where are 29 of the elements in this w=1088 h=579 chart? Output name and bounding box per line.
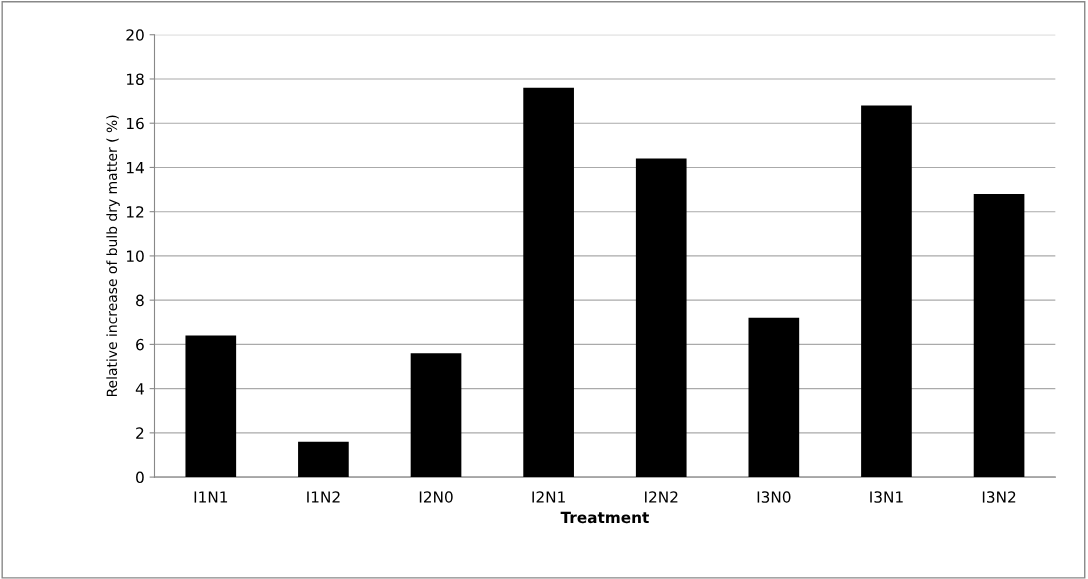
bar bbox=[748, 317, 800, 478]
y-tick-label: 6 bbox=[136, 338, 144, 351]
bar bbox=[973, 193, 1025, 478]
y-tick-label: 8 bbox=[136, 294, 144, 307]
y-tick-label: 14 bbox=[127, 162, 144, 174]
y-tick-label: 2 bbox=[136, 427, 144, 439]
x-tick-label: I3N2 bbox=[982, 491, 1016, 503]
x-tick-label: I1N1 bbox=[194, 491, 228, 503]
x-tick-label: I3N0 bbox=[757, 491, 791, 503]
y-tick-label: 10 bbox=[127, 250, 144, 262]
bar bbox=[861, 105, 912, 478]
bar bbox=[185, 335, 237, 478]
y-tick-label: 16 bbox=[127, 117, 144, 130]
bar bbox=[635, 158, 687, 478]
y-tick-label: 0 bbox=[136, 471, 144, 484]
y-tick-label: 20 bbox=[126, 29, 144, 41]
x-tick-label: I2N1 bbox=[532, 491, 565, 503]
y-axis-title: Relative increase of bulb dry matter ( %) bbox=[106, 115, 120, 397]
x-axis-title: Treatment bbox=[560, 511, 649, 524]
x-tick-label: I2N2 bbox=[645, 491, 678, 503]
bar bbox=[410, 353, 462, 478]
y-tick-label: 4 bbox=[135, 383, 144, 395]
x-tick-label: I3N1 bbox=[870, 491, 903, 503]
y-tick-label: 18 bbox=[127, 73, 144, 85]
x-tick-label: I2N0 bbox=[419, 491, 453, 503]
x-tick-label: I1N2 bbox=[307, 491, 340, 503]
y-tick-label: 12 bbox=[127, 206, 144, 218]
bar bbox=[298, 441, 349, 478]
bar bbox=[523, 87, 574, 478]
